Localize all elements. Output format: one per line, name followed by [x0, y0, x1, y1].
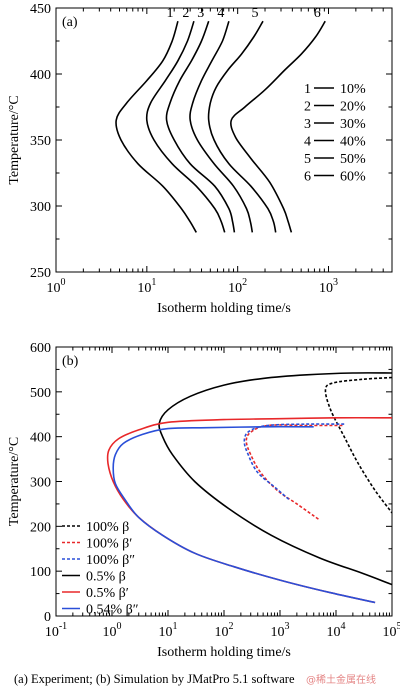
y-tick-label: 300 — [30, 200, 51, 215]
x-tick-label: 100 — [47, 277, 66, 296]
curve-number-label: 3 — [197, 6, 204, 21]
legend-label: 0.5% β′ — [86, 586, 129, 601]
y-tick-label: 0 — [44, 610, 51, 625]
series-line-2 — [145, 20, 226, 233]
y-tick-label: 400 — [30, 431, 51, 446]
watermark-text: @稀土金属在线 — [306, 673, 376, 686]
legend-number: 1 — [304, 82, 311, 97]
figure-caption: (a) Experiment; (b) Simulation by JMatPr… — [14, 672, 295, 686]
series-line-1 — [324, 376, 392, 514]
x-axis-title: Isotherm holding time/s — [157, 645, 291, 660]
legend-label: 100% β″ — [86, 553, 135, 568]
curve-number-label: 6 — [314, 6, 321, 21]
x-tick-label: 103 — [271, 621, 290, 640]
legend-label: 50% — [340, 152, 366, 167]
panel-a: 100 101 102 103 250 300 350 400 450 Isotherm hold… — [7, 2, 393, 316]
legend-label: 40% — [340, 135, 366, 150]
legend-label: 0.5% β — [86, 570, 126, 585]
x-tick-label: 100 — [103, 621, 122, 640]
y-tick-label: 450 — [30, 2, 51, 17]
legend-number: 4 — [304, 135, 311, 150]
y-axis-title: Temperature/°C — [7, 437, 22, 526]
y-tick-label: 300 — [30, 476, 51, 491]
curve-number-label: 1 — [166, 6, 173, 21]
legend-number: 5 — [304, 152, 311, 167]
x-tick-label: 104 — [327, 621, 346, 640]
y-tick-label: 350 — [30, 134, 51, 149]
series-line-5 — [207, 20, 277, 233]
series-line-6 — [112, 425, 376, 604]
x-tick-label: 105 — [383, 621, 400, 640]
series-line-2 — [245, 424, 343, 521]
y-tick-label: 100 — [30, 565, 51, 580]
y-tick-label: 250 — [30, 266, 51, 281]
legend-label: 60% — [340, 170, 366, 185]
y-tick-label: 400 — [30, 68, 51, 83]
legend-label: 0.54% β″ — [86, 603, 139, 618]
x-tick-label: 101 — [137, 277, 156, 296]
y-tick-label: 600 — [30, 341, 51, 356]
x-tick-label: 103 — [319, 277, 338, 296]
legend-number: 2 — [304, 100, 311, 115]
series-line-6 — [230, 20, 326, 233]
legend-label: 20% — [340, 100, 366, 115]
x-tick-label: 102 — [215, 621, 234, 640]
legend-label: 100% β′ — [86, 537, 132, 552]
legend-number: 3 — [304, 117, 311, 132]
y-axis-title: Temperature/°C — [7, 95, 22, 184]
legend-label: 30% — [340, 117, 366, 132]
x-tick-label: 102 — [228, 277, 247, 296]
legend-label: 10% — [340, 82, 366, 97]
curve-number-label: 2 — [182, 6, 189, 21]
panel-label: (a) — [62, 15, 78, 30]
curve-number-label: 5 — [251, 6, 258, 21]
series-line-3 — [243, 423, 345, 501]
y-tick-label: 200 — [30, 520, 51, 535]
curve-number-label: 4 — [217, 6, 224, 21]
panel-label: (b) — [62, 354, 79, 369]
series-line-1 — [115, 20, 197, 233]
legend-label: 100% β — [86, 520, 129, 535]
series-line-3 — [165, 20, 236, 233]
series-line-4 — [189, 20, 254, 233]
x-tick-label: 101 — [159, 621, 178, 640]
x-axis-title: Isotherm holding time/s — [157, 301, 291, 316]
y-tick-label: 500 — [30, 386, 51, 401]
x-tick-label: 10-1 — [45, 621, 67, 640]
legend-number: 6 — [304, 170, 311, 185]
panel-b: 10-1 100 101 102 103 104 105 0 100 200 300 400 500 60… — [7, 341, 400, 660]
